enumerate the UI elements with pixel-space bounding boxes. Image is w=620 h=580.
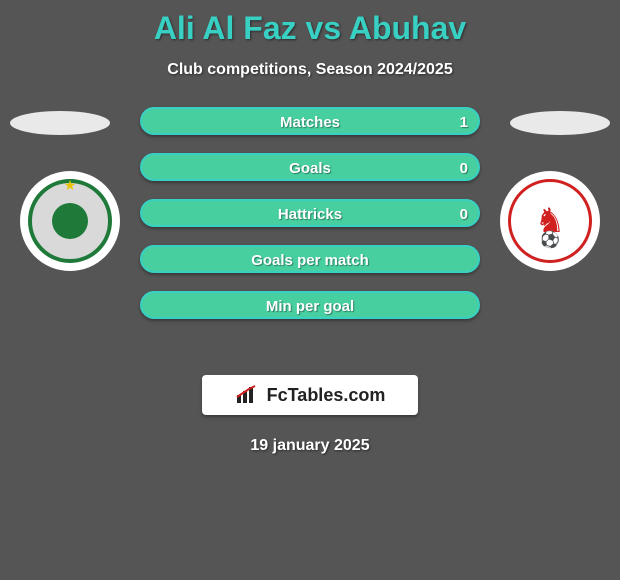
stat-value-right: 0 [460,155,468,183]
site-logo[interactable]: FcTables.com [202,375,418,415]
player-silhouette-right [510,111,610,135]
stat-label: Hattricks [142,201,478,229]
club-badge-left: ★ [20,171,120,271]
stat-value-right: 0 [460,201,468,229]
comparison-arena: ★ ♞ ⚽ Matches 1 Goals 0 Hattricks 0 Goal… [0,107,620,367]
stat-pill: Hattricks 0 [140,199,480,227]
club-badge-right: ♞ ⚽ [500,171,600,271]
stat-pill: Goals 0 [140,153,480,181]
club-crest-left: ★ [28,179,112,263]
comparison-subtitle: Club competitions, Season 2024/2025 [0,61,620,79]
player-silhouette-left [10,111,110,135]
crest-core-icon [52,203,88,239]
stat-pill: Goals per match [140,245,480,273]
comparison-title: Ali Al Faz vs Abuhav [0,0,620,47]
stat-pill: Min per goal [140,291,480,319]
stat-label: Min per goal [142,293,478,321]
star-icon: ★ [64,177,77,194]
stat-label: Matches [142,109,478,137]
stat-pill-list: Matches 1 Goals 0 Hattricks 0 Goals per … [140,107,480,319]
stat-label: Goals [142,155,478,183]
ball-icon: ⚽ [540,230,560,250]
bar-chart-icon [235,385,261,405]
stat-pill: Matches 1 [140,107,480,135]
club-crest-right: ♞ ⚽ [508,179,592,263]
comparison-date: 19 january 2025 [0,437,620,455]
stat-value-right: 1 [460,109,468,137]
stat-label: Goals per match [142,247,478,275]
site-logo-text: FcTables.com [267,385,386,406]
